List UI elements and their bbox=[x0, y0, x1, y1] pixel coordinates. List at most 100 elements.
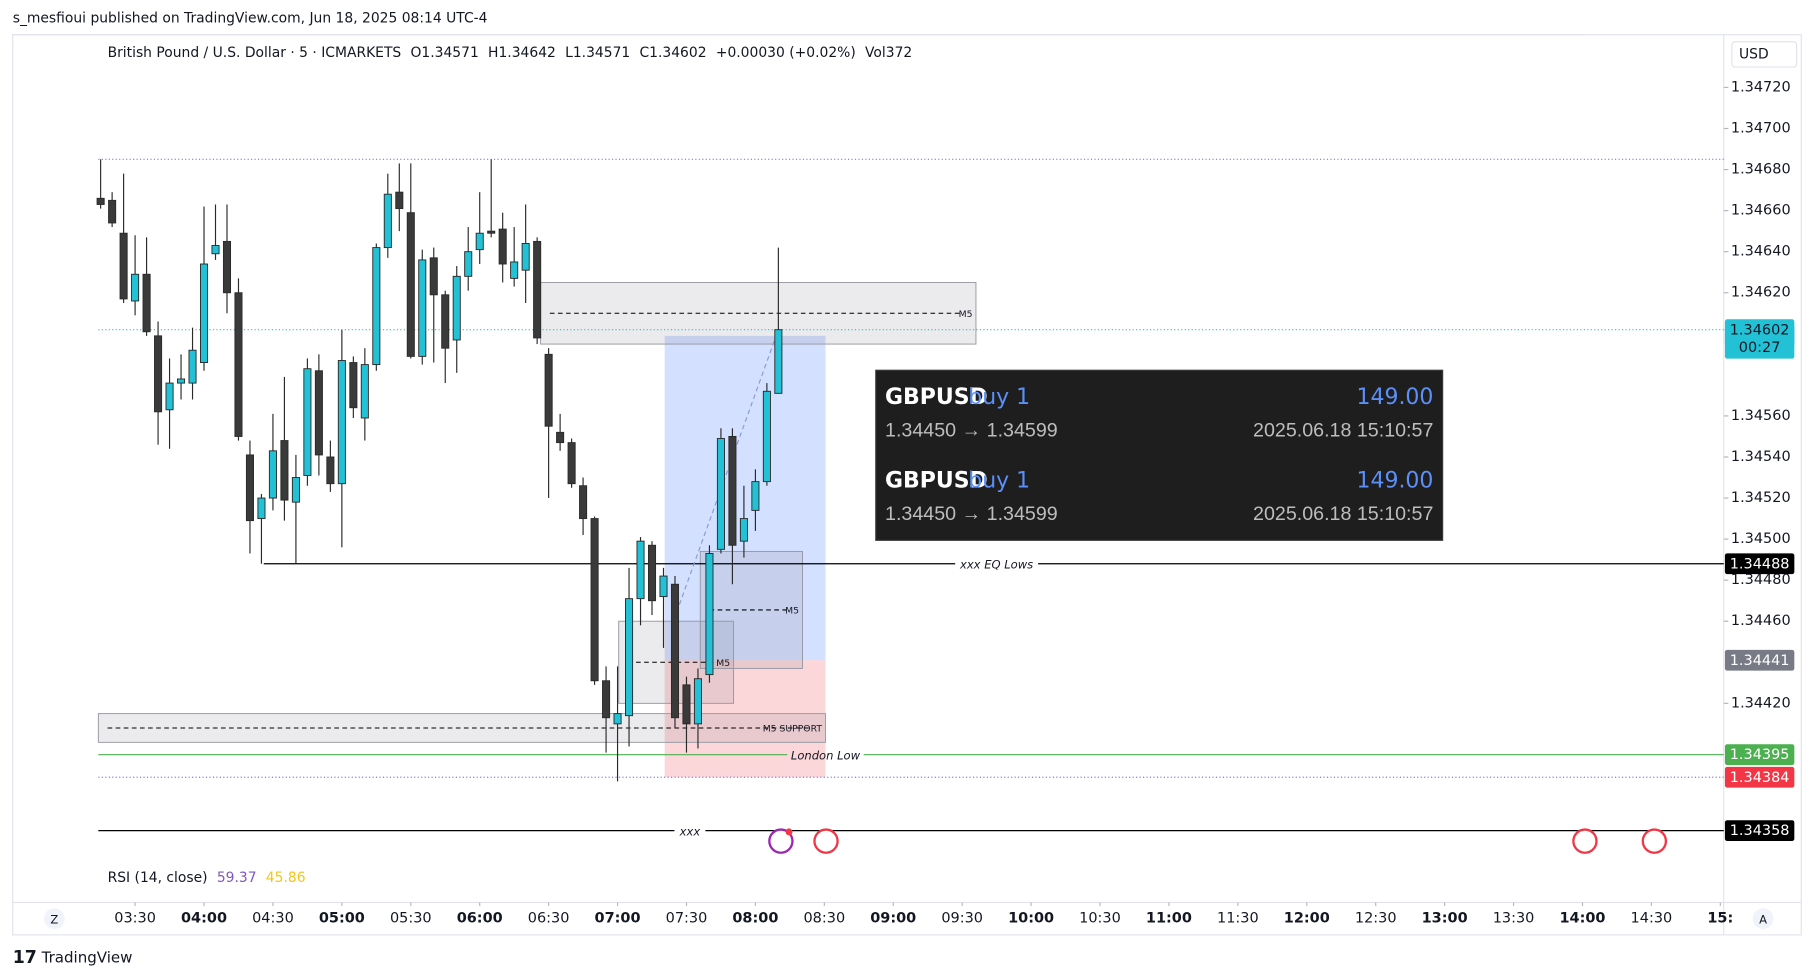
low: L1.34571 bbox=[565, 45, 630, 61]
x-tick-label: 11:30 bbox=[1217, 911, 1259, 927]
profit-zone bbox=[664, 335, 826, 661]
currency-button[interactable] bbox=[1731, 41, 1798, 68]
candle-body bbox=[647, 544, 657, 602]
popup-prices: 1.34450 → 1.34599 bbox=[885, 503, 1058, 525]
y-tick-label: 1.34660 bbox=[1731, 203, 1791, 219]
x-tick-label: 06:30 bbox=[528, 911, 570, 927]
y-tick-label: 1.34540 bbox=[1731, 449, 1791, 465]
rsi-legend: RSI (14, close) 59.37 45.86 bbox=[108, 870, 306, 886]
x-tick-label: 14:00 bbox=[1559, 911, 1605, 927]
candle-body bbox=[682, 684, 691, 725]
entry-price: 1.34441 bbox=[1730, 653, 1790, 669]
a-button-label[interactable]: A bbox=[1759, 912, 1767, 926]
y-tick-label: 1.34460 bbox=[1731, 613, 1791, 629]
x-tick-label: 12:00 bbox=[1284, 911, 1330, 927]
chart-frame bbox=[12, 34, 1802, 936]
candle-body bbox=[636, 540, 645, 600]
candle-body bbox=[131, 273, 140, 302]
z-button-label[interactable]: Z bbox=[50, 912, 58, 926]
event-icon[interactable] bbox=[1572, 828, 1598, 854]
level-label: xxx bbox=[679, 824, 701, 838]
countdown: 00:27 bbox=[1739, 340, 1781, 356]
currency[interactable]: USD bbox=[1739, 46, 1769, 62]
level-label: xxx EQ Lows bbox=[959, 557, 1033, 571]
candle-body bbox=[211, 245, 220, 255]
zone-label: M5 bbox=[716, 658, 730, 669]
event-icon[interactable] bbox=[768, 828, 794, 854]
candle-body bbox=[739, 518, 748, 542]
x-tick-label: 07:00 bbox=[595, 911, 641, 927]
candle-body bbox=[257, 497, 266, 520]
x-tick-label: 03:30 bbox=[114, 911, 156, 927]
candle-body bbox=[429, 257, 438, 296]
candle-body bbox=[510, 261, 519, 279]
candle-body bbox=[533, 240, 542, 339]
zone bbox=[97, 713, 826, 743]
candle-body bbox=[337, 360, 346, 485]
x-tick-label: 06:00 bbox=[457, 911, 503, 927]
popup-time: 2025.06.18 15:10:57 bbox=[1253, 503, 1433, 525]
candle-body bbox=[96, 197, 105, 205]
trade-line bbox=[673, 329, 779, 620]
plot: M5 M5 M5 M5 SUPPORT xxx EQ Lows London Low xxx bbox=[96, 158, 1724, 838]
level-label: London Low bbox=[791, 748, 861, 762]
candle-body bbox=[245, 454, 254, 522]
candle-body bbox=[693, 678, 702, 725]
candle-body bbox=[441, 294, 450, 349]
level-price-badge bbox=[1724, 820, 1795, 842]
x-tick-label: 08:30 bbox=[803, 911, 845, 927]
level-price: 1.34358 bbox=[1730, 823, 1790, 839]
brand: TradingView bbox=[41, 949, 133, 967]
candle-body bbox=[590, 518, 599, 682]
popup-bg bbox=[875, 369, 1444, 541]
event-icons bbox=[768, 828, 1668, 854]
timezone-button[interactable] bbox=[43, 908, 65, 930]
candle-body bbox=[291, 477, 300, 503]
event-icon[interactable] bbox=[813, 828, 839, 854]
y-tick-label: 1.34620 bbox=[1731, 285, 1791, 301]
level-price-badge bbox=[1724, 744, 1795, 766]
y-tick-label: 1.34420 bbox=[1731, 695, 1791, 711]
auto-button[interactable] bbox=[1752, 908, 1774, 930]
popup-side: buy 1 bbox=[968, 385, 1030, 410]
candle-body bbox=[613, 713, 622, 725]
level-price: 1.34488 bbox=[1730, 556, 1790, 572]
x-tick-label: 05:30 bbox=[390, 911, 432, 927]
popup-symbol: GBPUSD bbox=[885, 468, 988, 493]
close: C1.34602 bbox=[639, 45, 706, 61]
candle-body bbox=[360, 364, 369, 419]
volume: Vol372 bbox=[865, 45, 912, 61]
candle-body bbox=[556, 431, 565, 444]
x-tick-label: 14:30 bbox=[1631, 911, 1673, 927]
logo-mark: 17 bbox=[13, 948, 37, 968]
candle-body bbox=[625, 598, 634, 717]
level-price-badge bbox=[1724, 553, 1795, 575]
candle-body bbox=[303, 368, 312, 476]
legend-header: British Pound / U.S. Dollar · 5 · ICMARK… bbox=[108, 45, 913, 61]
zone-label: M5 SUPPORT bbox=[763, 724, 823, 735]
candle-body bbox=[372, 247, 381, 366]
candle-body bbox=[567, 442, 576, 485]
candle-body bbox=[268, 450, 277, 499]
x-tick-label: 13:30 bbox=[1493, 911, 1535, 927]
candle-body bbox=[280, 440, 289, 501]
level-price: 1.34395 bbox=[1730, 747, 1790, 763]
y-tick-label: 1.34640 bbox=[1731, 244, 1791, 260]
x-tick-label: 13:00 bbox=[1422, 911, 1468, 927]
y-tick-label: 1.34720 bbox=[1731, 79, 1791, 95]
popup-side: buy 1 bbox=[968, 468, 1030, 493]
open: O1.34571 bbox=[411, 45, 479, 61]
event-dot bbox=[785, 828, 793, 836]
candle-body bbox=[165, 382, 174, 411]
candle-body bbox=[406, 212, 415, 357]
y-tick-label: 1.34560 bbox=[1731, 408, 1791, 424]
y-tick-label: 1.34700 bbox=[1731, 121, 1791, 137]
entry-price-badge bbox=[1724, 649, 1795, 671]
event-icon[interactable] bbox=[1641, 828, 1668, 854]
y-tick-label: 1.34500 bbox=[1731, 531, 1791, 547]
candle-body bbox=[498, 228, 507, 265]
candle-body bbox=[418, 259, 427, 357]
candle-body bbox=[199, 263, 209, 364]
candle-body bbox=[349, 362, 358, 409]
